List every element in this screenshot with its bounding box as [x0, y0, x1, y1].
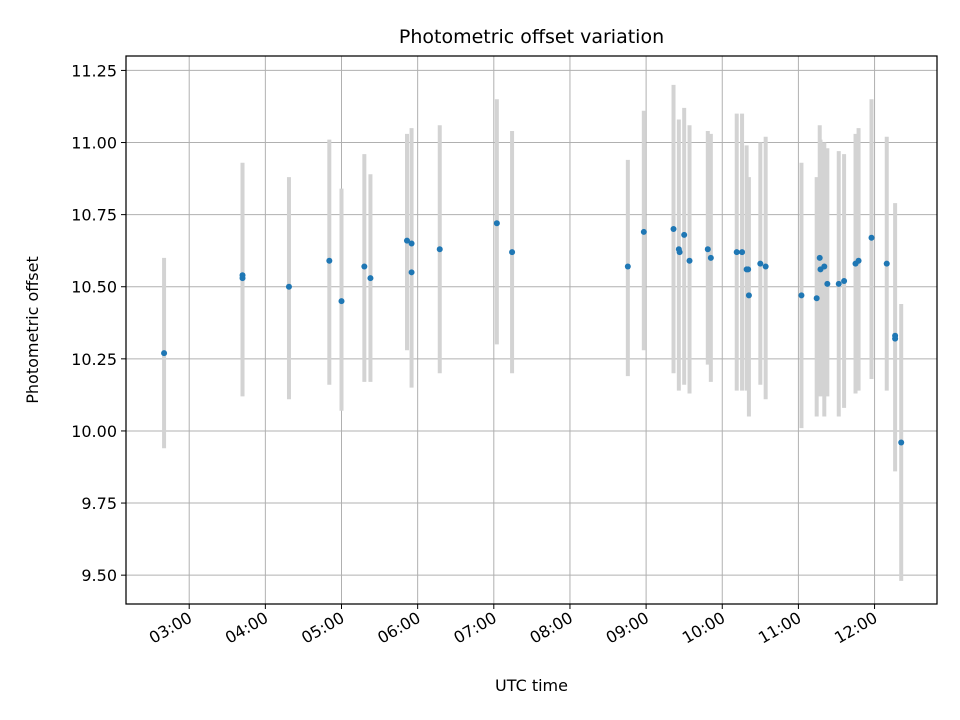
data-point	[361, 263, 368, 270]
data-point	[892, 335, 899, 342]
data-point	[408, 240, 415, 247]
data-point	[676, 249, 683, 256]
data-point	[835, 280, 842, 287]
data-point	[285, 283, 292, 290]
data-point	[883, 260, 890, 267]
data-point	[509, 249, 516, 256]
data-point	[762, 263, 769, 270]
y-axis: 9.50 9.75 10.00 10.25 10.50 10.75 11.00 11.25	[71, 61, 126, 585]
plot-area-frame	[125, 55, 938, 605]
y-tick-label: 9.75	[81, 494, 117, 513]
data-point	[704, 246, 711, 253]
y-tick-label: 10.50	[71, 278, 117, 297]
data-point	[686, 257, 693, 264]
data-point	[161, 350, 168, 357]
y-tick-label: 10.75	[71, 206, 117, 225]
data-point	[403, 237, 410, 244]
data-point	[338, 298, 345, 305]
data-point	[739, 249, 746, 256]
data-point	[707, 254, 714, 261]
data-point	[855, 257, 862, 264]
data-point	[493, 220, 500, 227]
y-tick-label: 10.00	[71, 422, 117, 441]
data-point	[670, 226, 677, 233]
data-point	[868, 234, 875, 241]
data-point	[681, 231, 688, 238]
data-point	[821, 263, 828, 270]
data-point	[326, 257, 333, 264]
x-axis-title: UTC time	[495, 676, 568, 695]
data-point	[624, 263, 631, 270]
data-point	[436, 246, 443, 253]
data-point	[816, 254, 823, 261]
data-point	[745, 266, 752, 273]
y-tick-label: 11.00	[71, 134, 117, 153]
y-tick-label: 9.50	[81, 566, 117, 585]
data-point	[367, 275, 374, 282]
data-point	[239, 275, 246, 282]
data-points	[161, 220, 905, 446]
data-point	[841, 277, 848, 284]
data-point	[745, 292, 752, 299]
y-axis-title: Photometric offset	[23, 256, 42, 404]
grid-lines	[126, 56, 937, 604]
y-tick-label: 11.25	[71, 61, 117, 80]
data-point	[824, 280, 831, 287]
data-point	[733, 249, 740, 256]
data-point	[640, 228, 647, 235]
data-point	[757, 260, 764, 267]
data-point	[408, 269, 415, 276]
data-point	[813, 295, 820, 302]
y-tick-label: 10.25	[71, 350, 117, 369]
chart-title: Photometric offset variation	[399, 26, 664, 48]
data-point	[798, 292, 805, 299]
data-point	[898, 439, 905, 446]
